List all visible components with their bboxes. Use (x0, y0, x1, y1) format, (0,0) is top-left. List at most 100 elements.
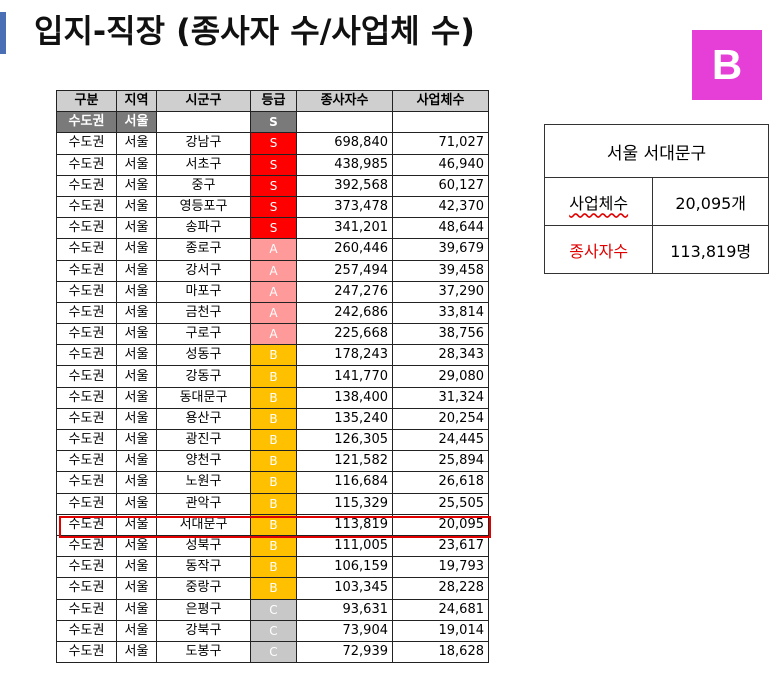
table-row: 수도권 서울 동작구 B 106,159 19,793 (56, 556, 489, 579)
row-group: 수도권 (56, 323, 117, 346)
row-region: 서울 (116, 132, 157, 155)
row-grade: A (250, 238, 297, 261)
row-businesses: 18,628 (392, 640, 489, 664)
summary-employee-value: 113,819명 (652, 225, 769, 274)
row-district: 강북구 (156, 619, 251, 642)
row-businesses: 26,618 (392, 471, 489, 494)
page-title: 입지-직장 (종사자 수/사업체 수) (34, 12, 475, 50)
row-district: 관악구 (156, 492, 251, 515)
row-district: 중랑구 (156, 577, 251, 600)
row-employees: 373,478 (296, 195, 393, 219)
row-group: 수도권 (56, 640, 117, 664)
row-employees: 111,005 (296, 534, 393, 558)
row-district: 송파구 (156, 217, 251, 240)
row-district: 성동구 (156, 344, 251, 367)
row-businesses: 25,505 (392, 492, 489, 515)
row-employees: 72,939 (296, 640, 393, 664)
row-group: 수도권 (56, 344, 117, 367)
subheader-region: 서울 (116, 111, 157, 134)
table-row: 수도권 서울 성북구 B 111,005 23,617 (56, 534, 489, 558)
row-district: 동대문구 (156, 386, 251, 409)
row-region: 서울 (116, 195, 157, 219)
row-region: 서울 (116, 217, 157, 240)
table-row: 수도권 서울 양천구 B 121,582 25,894 (56, 450, 489, 473)
row-district: 강동구 (156, 365, 251, 388)
row-employees: 341,201 (296, 217, 393, 240)
row-grade: C (250, 598, 297, 621)
row-region: 서울 (116, 365, 157, 388)
row-grade: B (250, 428, 297, 452)
row-district: 동작구 (156, 556, 251, 579)
row-grade: B (250, 471, 297, 494)
row-grade: A (250, 259, 297, 282)
summary-employee-label: 종사자수 (543, 225, 654, 274)
row-region: 서울 (116, 280, 157, 303)
row-district: 금천구 (156, 301, 251, 325)
row-businesses: 23,617 (392, 534, 489, 558)
header-employees: 종사자수 (296, 89, 393, 113)
row-group: 수도권 (56, 428, 117, 452)
table-row: 수도권 서울 용산구 B 135,240 20,254 (56, 407, 489, 431)
row-grade: C (250, 619, 297, 642)
row-district: 영등포구 (156, 195, 251, 219)
row-district: 중구 (156, 174, 251, 197)
row-grade: B (250, 386, 297, 409)
header-businesses: 사업체수 (392, 89, 489, 113)
row-businesses: 28,228 (392, 577, 489, 600)
row-employees: 103,345 (296, 577, 393, 600)
header-grade: 등급 (250, 89, 297, 113)
row-region: 서울 (116, 492, 157, 515)
row-businesses: 39,679 (392, 238, 489, 261)
row-region: 서울 (116, 471, 157, 494)
row-group: 수도권 (56, 280, 117, 303)
row-grade: C (250, 640, 297, 664)
row-employees: 141,770 (296, 365, 393, 388)
row-grade: B (250, 577, 297, 600)
table-row: 수도권 서울 종로구 A 260,446 39,679 (56, 238, 489, 261)
row-group: 수도권 (56, 619, 117, 642)
row-region: 서울 (116, 153, 157, 176)
row-region: 서울 (116, 301, 157, 325)
row-district: 강서구 (156, 259, 251, 282)
row-district: 은평구 (156, 598, 251, 621)
row-grade: S (250, 217, 297, 240)
table-row: 수도권 서울 강남구 S 698,840 71,027 (56, 132, 489, 155)
row-region: 서울 (116, 598, 157, 621)
subheader-blank (392, 111, 489, 134)
row-grade: B (250, 534, 297, 558)
row-businesses: 71,027 (392, 132, 489, 155)
row-employees: 115,329 (296, 492, 393, 515)
row-group: 수도권 (56, 407, 117, 431)
row-businesses: 38,756 (392, 323, 489, 346)
row-group: 수도권 (56, 195, 117, 219)
row-grade: S (250, 195, 297, 219)
district-table: 구분 지역 시군구 등급 종사자수 사업체수 수도권 서울 S 수도권 서울 강남구… (56, 89, 489, 664)
row-businesses: 39,458 (392, 259, 489, 282)
row-employees: 93,631 (296, 598, 393, 621)
row-district: 서대문구 (156, 513, 251, 536)
row-businesses: 33,814 (392, 301, 489, 325)
row-employees: 392,568 (296, 174, 393, 197)
row-grade: A (250, 323, 297, 346)
table-row: 수도권 서울 구로구 A 225,668 38,756 (56, 323, 489, 346)
subheader-grade-cell: S (250, 111, 297, 134)
row-region: 서울 (116, 407, 157, 431)
row-group: 수도권 (56, 513, 117, 536)
row-grade: B (250, 365, 297, 388)
grade-badge: B (692, 30, 762, 100)
row-group: 수도권 (56, 386, 117, 409)
row-employees: 438,985 (296, 153, 393, 176)
row-grade: S (250, 132, 297, 155)
table-row: 수도권 서울 성동구 B 178,243 28,343 (56, 344, 489, 367)
row-region: 서울 (116, 344, 157, 367)
row-businesses: 25,894 (392, 450, 489, 473)
summary-table: 서울 서대문구 사업체수 20,095개 종사자수 113,819명 (543, 124, 769, 274)
row-employees: 113,819 (296, 513, 393, 536)
row-region: 서울 (116, 238, 157, 261)
row-businesses: 46,940 (392, 153, 489, 176)
row-employees: 698,840 (296, 132, 393, 155)
row-grade: B (250, 492, 297, 515)
row-region: 서울 (116, 577, 157, 600)
row-group: 수도권 (56, 238, 117, 261)
table-row: 수도권 서울 송파구 S 341,201 48,644 (56, 217, 489, 240)
